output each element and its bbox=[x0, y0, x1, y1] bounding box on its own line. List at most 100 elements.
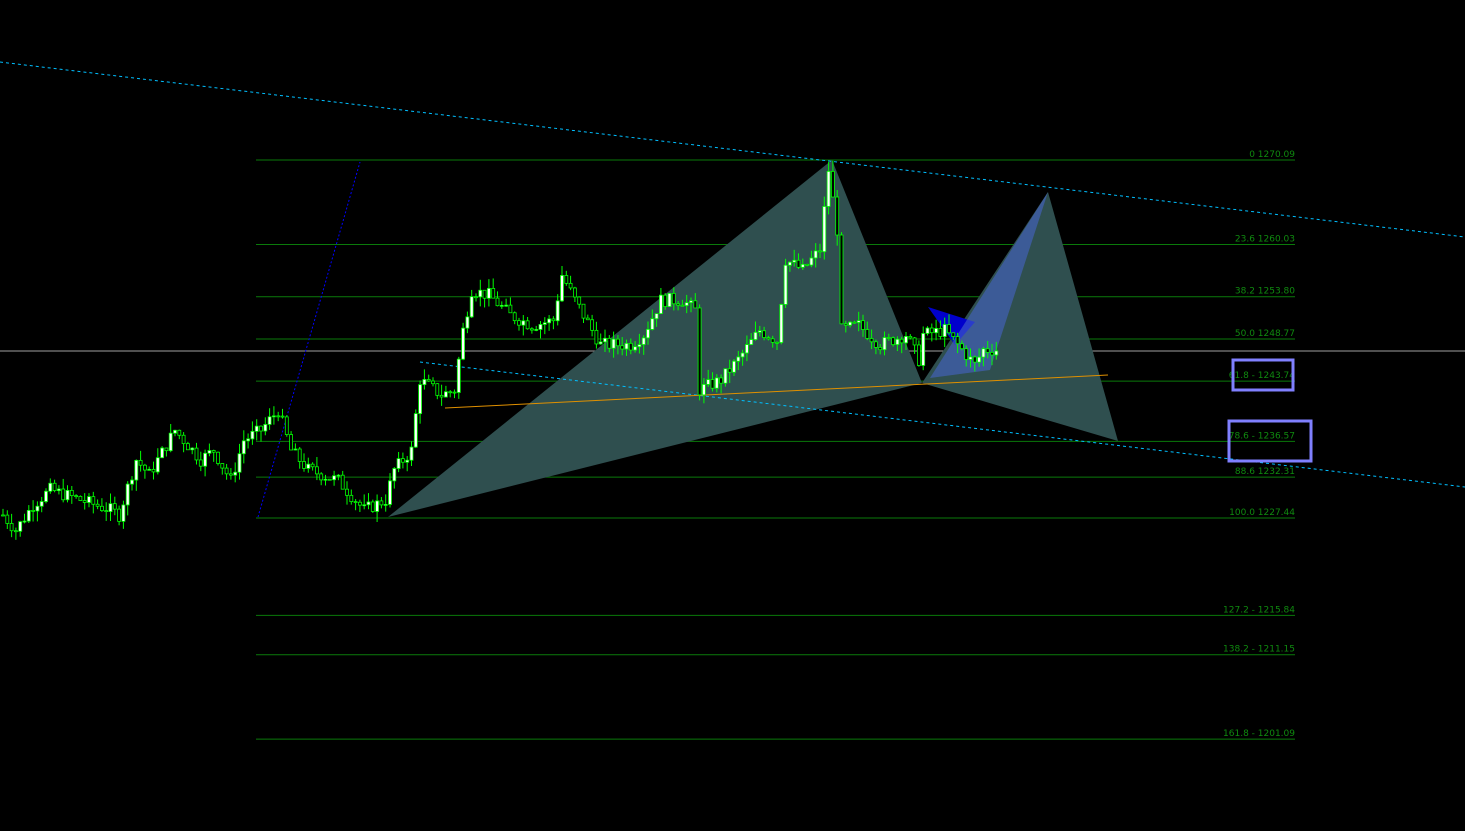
candle-body bbox=[26, 509, 31, 522]
highlight-box-78-6[interactable] bbox=[1227, 419, 1313, 463]
candle-body bbox=[78, 495, 83, 501]
candle-body bbox=[620, 345, 625, 350]
candle-body bbox=[69, 489, 74, 497]
candle-body bbox=[689, 300, 693, 303]
candle-body bbox=[44, 490, 48, 502]
candle-body bbox=[233, 471, 238, 476]
highlight-box-61-8[interactable] bbox=[1231, 358, 1295, 392]
candle-body bbox=[435, 383, 440, 396]
candle-body bbox=[383, 504, 388, 506]
candle-body bbox=[964, 348, 969, 360]
candle-body bbox=[534, 329, 539, 331]
candle-body bbox=[542, 322, 547, 325]
candle-body bbox=[61, 488, 66, 501]
fib-label-0: 0 1270.09 bbox=[1249, 150, 1295, 160]
candle-body bbox=[594, 329, 599, 345]
candle-body bbox=[607, 337, 612, 349]
candle-body bbox=[370, 501, 375, 512]
candle-body bbox=[211, 450, 216, 453]
candle-body bbox=[723, 368, 728, 384]
candle-body bbox=[491, 288, 496, 299]
candle-body bbox=[745, 344, 749, 354]
candle-body bbox=[530, 328, 534, 331]
candle-body bbox=[861, 320, 865, 330]
candle-body bbox=[112, 503, 117, 510]
candle-body bbox=[869, 338, 874, 343]
harmonic-xab-triangle[interactable] bbox=[388, 160, 922, 517]
candle-body bbox=[254, 425, 259, 432]
candle-body bbox=[891, 337, 895, 346]
candle-body bbox=[598, 341, 603, 345]
candle-body bbox=[276, 415, 281, 418]
candle-body bbox=[882, 337, 887, 351]
candle-body bbox=[929, 327, 934, 334]
candle-body bbox=[142, 464, 147, 471]
candle-body bbox=[362, 504, 367, 507]
candle-body bbox=[934, 328, 938, 334]
blue-trend-line[interactable] bbox=[257, 161, 361, 518]
candle-body bbox=[130, 479, 134, 485]
candle-body bbox=[486, 288, 491, 299]
candle-body bbox=[216, 451, 220, 464]
candle-body bbox=[302, 461, 306, 469]
candle-body bbox=[912, 337, 917, 346]
candle-body bbox=[418, 384, 423, 415]
candle-body bbox=[271, 415, 276, 418]
candle-body bbox=[826, 170, 831, 207]
fib-label-38.2: 38.2 1253.80 bbox=[1235, 287, 1295, 297]
candle-body bbox=[155, 457, 160, 473]
candle-body bbox=[400, 458, 405, 463]
fib-label-138.2: 138.2 - 1211.15 bbox=[1223, 645, 1295, 655]
candle-body bbox=[185, 443, 190, 451]
candle-body bbox=[646, 328, 650, 339]
candle-body bbox=[538, 324, 543, 330]
candlesticks bbox=[1, 160, 999, 540]
candle-body bbox=[168, 432, 173, 452]
candle-body bbox=[904, 336, 908, 344]
candle-body bbox=[267, 416, 272, 425]
candle-body bbox=[641, 337, 646, 345]
candle-body bbox=[981, 348, 986, 358]
candle-body bbox=[628, 342, 633, 351]
candle-body bbox=[198, 459, 203, 467]
candle-body bbox=[121, 504, 126, 522]
candle-body bbox=[654, 313, 659, 320]
candle-body bbox=[332, 475, 337, 481]
channel-lower-line[interactable] bbox=[419, 361, 1465, 488]
candle-body bbox=[39, 501, 44, 507]
candle-body bbox=[314, 466, 319, 475]
candle-body bbox=[340, 474, 345, 490]
candle-body bbox=[439, 394, 444, 398]
candle-body bbox=[637, 344, 642, 348]
candle-body bbox=[800, 263, 805, 268]
candle-body bbox=[465, 316, 470, 329]
channel-upper-line[interactable] bbox=[0, 61, 1465, 238]
candle-body bbox=[947, 324, 951, 334]
candle-body bbox=[297, 448, 302, 462]
fib-label-78.6: 78.6 - 1236.57 bbox=[1229, 431, 1295, 441]
candle-body bbox=[31, 509, 36, 512]
orange-trend-line[interactable] bbox=[444, 374, 1109, 409]
candle-body bbox=[104, 510, 109, 513]
candle-body bbox=[852, 321, 857, 324]
harmonic-blue-band[interactable] bbox=[930, 192, 1048, 378]
candle-body bbox=[207, 450, 212, 454]
candle-body bbox=[422, 379, 427, 386]
candle-body bbox=[48, 482, 53, 492]
candle-body bbox=[921, 333, 926, 366]
candle-body bbox=[57, 488, 61, 492]
candle-body bbox=[134, 459, 139, 481]
candle-body bbox=[512, 312, 517, 322]
candle-body bbox=[117, 508, 121, 522]
candle-body bbox=[908, 336, 913, 339]
candle-body bbox=[925, 327, 930, 334]
candle-body bbox=[749, 339, 754, 345]
candle-body bbox=[177, 429, 182, 436]
candle-body bbox=[714, 377, 719, 389]
harmonic-bcd-triangle[interactable] bbox=[922, 192, 1118, 441]
candle-body bbox=[13, 530, 18, 533]
fib-label-100.0: 100.0 1227.44 bbox=[1229, 508, 1295, 518]
candle-body bbox=[293, 448, 298, 451]
candle-body bbox=[706, 379, 711, 385]
